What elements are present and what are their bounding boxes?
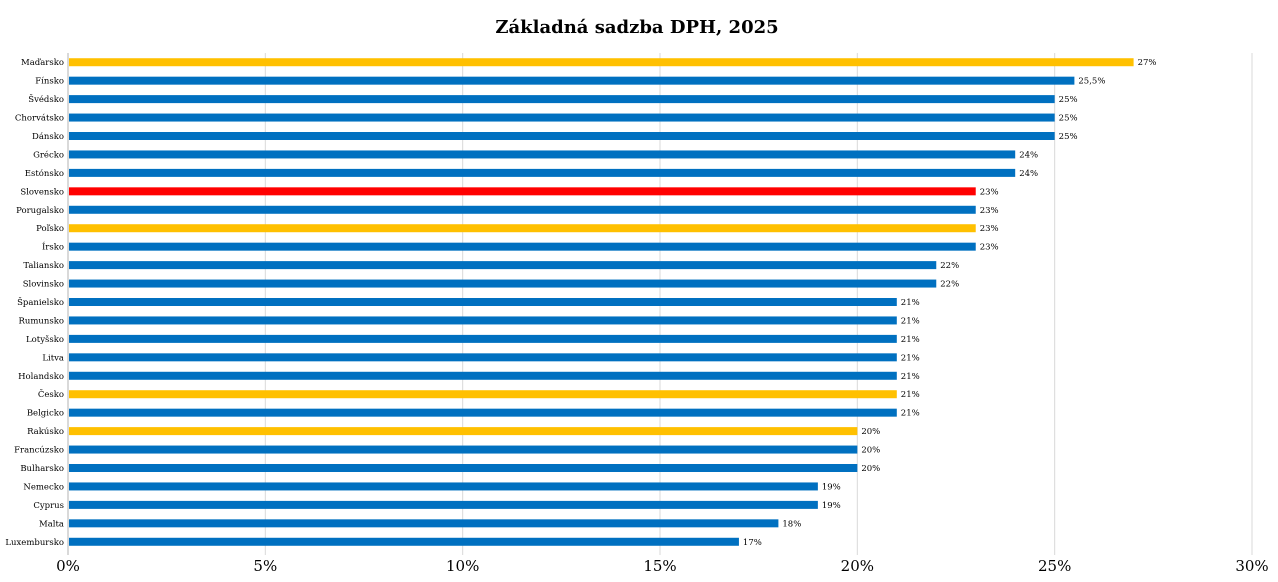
x-tick-label: 5% — [253, 557, 277, 575]
data-label: 19% — [822, 501, 841, 511]
bar-Poľsko — [69, 224, 976, 233]
category-label: Švédsko — [28, 93, 64, 105]
category-label: Poľsko — [36, 224, 64, 234]
category-label: Nemecko — [23, 482, 64, 492]
data-label: 23% — [980, 243, 999, 253]
bar-Česko — [69, 390, 897, 399]
data-label: 22% — [940, 261, 959, 271]
bar-Francúzsko — [69, 445, 858, 454]
category-label: Porugalsko — [16, 206, 64, 216]
category-label: Holandsko — [18, 372, 64, 382]
bar-Belgicko — [69, 408, 897, 417]
category-label: Rakúsko — [27, 426, 64, 437]
data-label: 20% — [861, 427, 880, 437]
category-label: Dánsko — [32, 131, 64, 142]
x-tick-label: 20% — [841, 557, 874, 575]
category-label: Estónsko — [25, 168, 64, 179]
bar-Lotyšsko — [69, 334, 897, 343]
category-label: Malta — [39, 519, 64, 529]
chart-title: Základná sadzba DPH, 2025 — [495, 17, 778, 38]
category-label: Francúzsko — [14, 445, 64, 456]
data-label: 19% — [822, 482, 841, 492]
x-tick-label: 0% — [56, 557, 80, 575]
data-label: 24% — [1019, 169, 1038, 179]
data-label: 21% — [901, 335, 920, 345]
data-label: 25% — [1059, 95, 1078, 105]
x-tick-label: 25% — [1038, 557, 1071, 575]
bar-Malta — [69, 519, 779, 528]
bar-Španielsko — [69, 298, 897, 306]
bar-Nemecko — [69, 482, 818, 491]
data-label: 18% — [782, 519, 801, 529]
bar-Taliansko — [69, 261, 937, 270]
bar-Luxembursko — [69, 537, 739, 546]
data-label: 21% — [901, 372, 920, 382]
category-label: Slovensko — [20, 187, 64, 197]
data-label: 25% — [1059, 132, 1078, 142]
bar-Slovensko — [69, 187, 976, 196]
bar-Bulharsko — [69, 464, 858, 472]
category-label: Grécko — [33, 149, 64, 160]
data-label: 20% — [861, 464, 880, 474]
bar-Cyprus — [69, 500, 818, 509]
x-tick-label: 10% — [446, 557, 479, 575]
data-label: 21% — [901, 409, 920, 419]
data-label: 24% — [1019, 150, 1038, 160]
bar-Dánsko — [69, 132, 1055, 140]
bar-Švédsko — [69, 95, 1055, 104]
data-label: 21% — [901, 353, 920, 363]
category-label: Belgicko — [27, 409, 64, 419]
bar-Maďarsko — [69, 58, 1134, 67]
data-label: 23% — [980, 224, 999, 234]
category-label: Írsko — [42, 241, 64, 253]
data-label: 25,5% — [1078, 77, 1105, 87]
data-label: 23% — [980, 206, 999, 216]
data-label: 21% — [901, 316, 920, 326]
bar-Grécko — [69, 150, 1016, 159]
category-label: Česko — [38, 388, 64, 400]
category-label: Chorvátsko — [15, 113, 64, 124]
category-label: Luxembursko — [5, 538, 64, 548]
x-tick-label: 15% — [643, 557, 676, 575]
data-label: 21% — [901, 390, 920, 400]
bar-Rakúsko — [69, 427, 858, 436]
bar-Estónsko — [69, 168, 1016, 177]
bar-Írsko — [69, 242, 976, 251]
category-label: Taliansko — [23, 261, 64, 271]
bar-Porugalsko — [69, 205, 976, 214]
data-label: 22% — [940, 280, 959, 290]
bar-Holandsko — [69, 371, 897, 380]
data-label: 17% — [743, 538, 762, 548]
category-label: Španielsko — [17, 296, 64, 308]
x-tick-label: 30% — [1235, 557, 1268, 575]
data-label: 25% — [1059, 114, 1078, 124]
category-label: Litva — [42, 353, 64, 363]
data-label: 27% — [1138, 58, 1157, 68]
data-label: 21% — [901, 298, 920, 308]
category-label: Lotyšsko — [26, 334, 64, 345]
category-label: Cyprus — [33, 501, 64, 511]
category-label: Rumunsko — [18, 316, 64, 326]
bar-Rumunsko — [69, 316, 897, 325]
category-label: Bulharsko — [20, 464, 64, 474]
bar-Chorvátsko — [69, 113, 1055, 122]
category-label: Maďarsko — [21, 58, 64, 68]
bar-Fínsko — [69, 76, 1075, 85]
category-label: Slovinsko — [23, 280, 64, 290]
data-label: 23% — [980, 187, 999, 197]
category-label: Fínsko — [35, 76, 64, 87]
bar-Slovinsko — [69, 279, 937, 288]
bar-Litva — [69, 353, 897, 362]
data-label: 20% — [861, 446, 880, 456]
